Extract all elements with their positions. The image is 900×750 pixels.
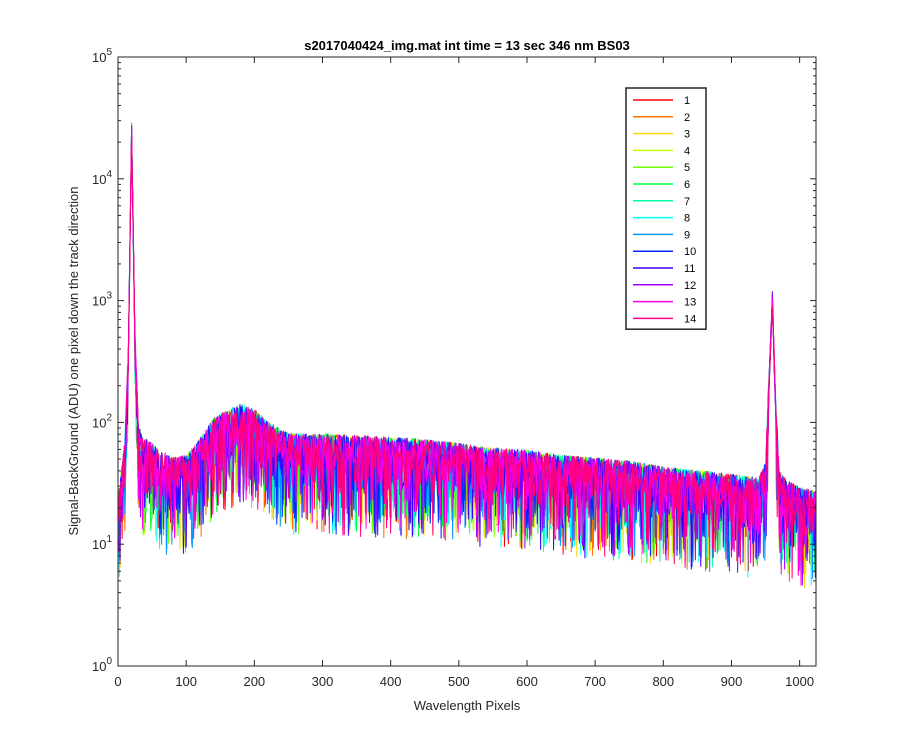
- chart-title: s2017040424_img.mat int time = 13 sec 34…: [304, 38, 630, 53]
- x-tick-label: 400: [380, 674, 402, 689]
- y-tick-label: 102: [92, 412, 112, 430]
- y-tick-exponent: 1: [106, 534, 112, 545]
- y-tick-base: 10: [92, 294, 106, 309]
- y-tick-exponent: 0: [106, 656, 112, 667]
- legend-label: 7: [684, 196, 690, 208]
- legend-label: 14: [684, 313, 696, 325]
- legend-label: 12: [684, 280, 696, 292]
- y-tick-base: 10: [92, 537, 106, 552]
- y-tick-label: 103: [92, 291, 112, 309]
- legend-label: 1: [684, 95, 690, 107]
- legend-label: 10: [684, 246, 696, 258]
- x-tick-label: 100: [175, 674, 197, 689]
- legend-label: 11: [684, 263, 695, 275]
- y-tick-base: 10: [92, 415, 106, 430]
- series-layer: [118, 122, 816, 588]
- x-tick-label: 200: [243, 674, 265, 689]
- y-tick-label: 105: [92, 47, 112, 65]
- legend-label: 6: [684, 179, 690, 191]
- y-tick-exponent: 5: [106, 47, 112, 58]
- y-tick-base: 10: [92, 50, 106, 65]
- x-tick-label: 1000: [785, 674, 814, 689]
- x-tick-label: 0: [114, 674, 121, 689]
- y-tick-base: 10: [92, 172, 106, 187]
- axes-box: [117, 56, 817, 667]
- x-tick-label: 800: [652, 674, 674, 689]
- legend-label: 3: [684, 129, 690, 141]
- tick-layer: 0 100 200 300 400 500 600 700 800 900 100010010110…: [92, 47, 816, 689]
- y-tick-exponent: 2: [106, 412, 112, 423]
- y-tick-label: 104: [92, 169, 112, 187]
- y-tick-base: 10: [92, 659, 106, 674]
- y-tick-exponent: 4: [106, 169, 112, 180]
- y-tick-label: 100: [92, 656, 112, 674]
- legend-label: 2: [684, 112, 690, 124]
- x-axis-label: Wavelength Pixels: [414, 698, 521, 713]
- legend-label: 5: [684, 162, 690, 174]
- series-line-14: [118, 134, 816, 579]
- y-tick-exponent: 3: [106, 291, 112, 302]
- y-tick-label: 101: [92, 534, 112, 552]
- x-tick-label: 600: [516, 674, 538, 689]
- x-tick-label: 700: [584, 674, 606, 689]
- legend-label: 9: [684, 229, 690, 241]
- x-tick-label: 500: [448, 674, 470, 689]
- legend-label: 13: [684, 297, 696, 309]
- y-axis-label: Signal-BackGround (ADU) one pixel down t…: [66, 186, 81, 535]
- plot-area: [118, 57, 816, 666]
- legend-box: [625, 87, 707, 330]
- x-tick-label: 900: [721, 674, 743, 689]
- x-tick-label: 300: [312, 674, 334, 689]
- legend-label: 8: [684, 213, 690, 225]
- legend-label: 4: [684, 145, 690, 157]
